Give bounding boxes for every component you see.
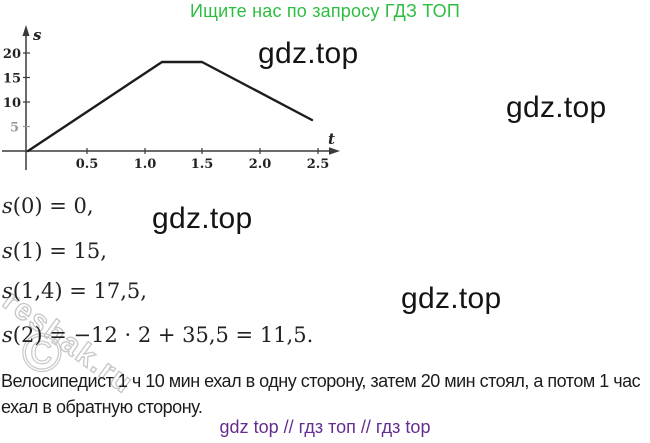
y-axis-arrow-icon: [22, 25, 30, 36]
equation-text: (1,4) = 17,5,: [12, 279, 147, 303]
equation-text: (0) = 0,: [12, 194, 94, 218]
promo-banner: Ищите нас по запросу ГДЗ ТОП: [190, 1, 460, 21]
x-tick-label: 2.0: [249, 157, 272, 172]
var-s: s: [2, 323, 13, 347]
gdz-top-watermark-4: gdz.top: [401, 282, 502, 315]
axis-label-s: s: [33, 26, 42, 44]
x-tick-label: 0.5: [76, 157, 99, 172]
solution-line-4: s(2) = −12 · 2 + 35,5 = 11,5.: [2, 323, 313, 347]
y-tick-label: 15: [3, 72, 21, 87]
y-tick-label: 5: [10, 121, 19, 136]
curve: [26, 60, 314, 153]
solution-line-3: s(1,4) = 17,5,: [2, 279, 147, 303]
gdz-top-watermark-1: gdz.top: [258, 37, 359, 70]
var-s: s: [2, 194, 13, 218]
gdz-top-watermark-2: gdz.top: [506, 91, 607, 124]
distance-time-graph: s t 20 15 10 5 0.5 1.0 1.5 2.0 2.5: [0, 24, 350, 176]
x-tick-label: 2.5: [307, 157, 330, 172]
solution-line-1: s(0) = 0,: [2, 194, 94, 218]
gdz-top-watermark-3: gdz.top: [152, 202, 253, 235]
graph-canvas: s t 20 15 10 5 0.5 1.0 1.5 2.0 2.5: [2, 25, 340, 172]
x-tick-label: 1.5: [191, 157, 214, 172]
footer-keywords: gdz top // гдз топ // гдз top: [219, 417, 431, 437]
var-s: s: [2, 239, 13, 263]
axis-label-t: t: [328, 130, 335, 148]
solution-line-2: s(1) = 15,: [2, 239, 107, 263]
y-tick-label: 20: [3, 47, 21, 62]
equation-text: (1) = 15,: [12, 239, 107, 263]
answer-text: Велосипедист 1 ч 10 мин ехал в одну стор…: [1, 371, 641, 417]
var-s: s: [2, 279, 13, 303]
x-axis-arrow-icon: [329, 147, 340, 155]
x-tick-label: 1.0: [134, 157, 157, 172]
equation-text: (2) = −12 · 2 + 35,5 = 11,5.: [12, 323, 314, 347]
copyright-icon: ©: [21, 323, 62, 383]
y-tick-label: 10: [3, 96, 21, 111]
